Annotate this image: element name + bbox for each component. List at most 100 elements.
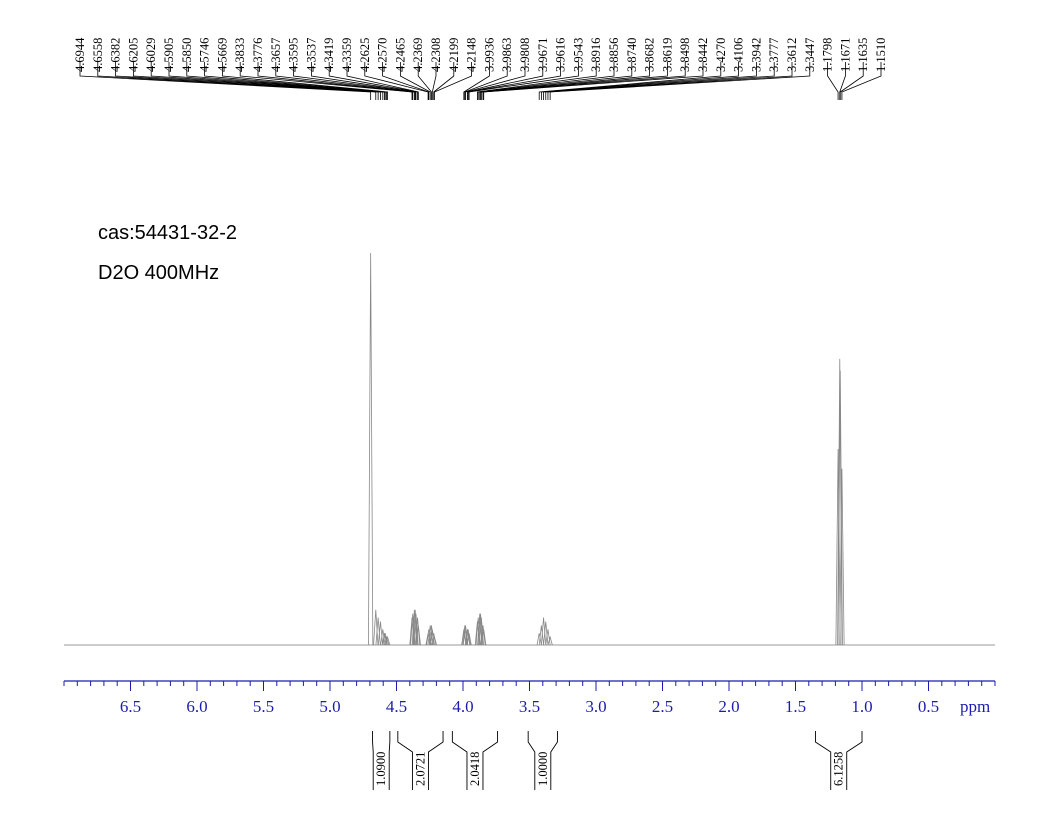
peak — [368, 252, 374, 646]
x-tick-label: 5.0 — [319, 697, 340, 716]
peak-leader — [479, 62, 633, 100]
peak-leader — [275, 62, 415, 100]
peak-label: 3.9936 — [482, 38, 496, 72]
peak-label: 4.2570 — [376, 38, 390, 72]
peak-label: 3.4270 — [714, 38, 728, 72]
peak-label: 4.6205 — [126, 38, 140, 72]
peak-label: 3.8619 — [660, 38, 674, 72]
peak-leader — [222, 62, 389, 100]
peak-leader — [477, 62, 615, 100]
peak-leader — [549, 62, 811, 100]
integral-label: 1.0000 — [536, 752, 550, 786]
peak-leader — [346, 62, 419, 100]
x-tick-label: 3.0 — [585, 697, 606, 716]
peak — [540, 617, 547, 646]
peak-leader — [311, 62, 417, 100]
peak — [415, 625, 421, 646]
peak-leader — [150, 62, 384, 100]
peak-label: 4.2369 — [411, 38, 425, 72]
x-tick-label: 2.5 — [652, 697, 673, 716]
peak-label: 4.6558 — [91, 38, 105, 72]
peak-label: 4.3833 — [233, 38, 247, 72]
peak-leader — [364, 62, 429, 100]
peak-leader — [839, 62, 846, 100]
peak-leader — [477, 62, 597, 100]
peak-leader — [465, 62, 526, 100]
peak-leader — [540, 62, 739, 100]
peak-leader — [468, 62, 579, 100]
x-tick-label: 1.5 — [785, 697, 806, 716]
peak-leader — [547, 62, 793, 100]
peak-label: 4.3537 — [304, 38, 318, 72]
peak-label: 3.9863 — [500, 38, 514, 72]
peak-leader — [400, 62, 431, 100]
peak-leader — [133, 62, 381, 100]
peak-leader — [97, 62, 377, 100]
peak-leader — [257, 62, 414, 100]
peak-label: 1.1510 — [874, 38, 888, 72]
peak-leader — [168, 62, 385, 100]
peak-label: 3.9671 — [536, 38, 550, 72]
peak-label: 3.8442 — [696, 38, 710, 72]
peak-leader — [482, 62, 686, 100]
peak-label: 3.9616 — [554, 38, 568, 72]
annotation: D2O 400MHz — [98, 262, 219, 284]
peak — [464, 629, 470, 646]
peak — [547, 635, 553, 646]
peak-leader — [431, 62, 437, 100]
peak-leader — [417, 62, 432, 100]
peak-label: 4.5905 — [162, 38, 176, 72]
peak — [426, 629, 432, 646]
peak-label: 4.3419 — [322, 38, 336, 72]
x-tick-label: 4.5 — [386, 697, 407, 716]
peak — [477, 613, 483, 646]
peak — [837, 370, 843, 646]
peak-label: 4.3657 — [269, 38, 283, 72]
peak — [383, 635, 390, 646]
integral-bracket — [451, 731, 499, 790]
peak-leader — [480, 62, 650, 100]
peak-leader — [463, 62, 490, 100]
peak — [411, 609, 417, 646]
peak-label: 4.2625 — [358, 38, 372, 72]
peak — [385, 635, 391, 646]
peak-label: 4.3359 — [340, 38, 354, 72]
peak-label: 3.8856 — [607, 38, 621, 72]
x-tick-label: 4.0 — [452, 697, 473, 716]
peak-label: 4.5669 — [215, 38, 229, 72]
peak-leader — [827, 62, 839, 100]
peak-label: 3.3942 — [749, 38, 763, 72]
peak — [431, 635, 438, 646]
peak-leader — [293, 62, 416, 100]
peak-label: 1.1798 — [821, 38, 835, 72]
x-tick-label: 5.5 — [253, 697, 274, 716]
peak-label: 3.8498 — [678, 38, 692, 72]
peak — [481, 629, 487, 646]
peak-leader — [434, 62, 472, 100]
peak-label: 3.9543 — [571, 38, 585, 72]
x-tick-label: 0.5 — [918, 697, 939, 716]
peak-label: 4.5746 — [198, 38, 212, 72]
integral-bracket — [527, 731, 558, 790]
peak-leader — [466, 62, 544, 100]
peak — [427, 625, 433, 646]
peak — [538, 625, 544, 646]
peak-label: 4.6029 — [144, 38, 158, 72]
peak-label: 4.2308 — [429, 38, 443, 72]
x-axis-label: ppm — [960, 697, 990, 716]
peak-label: 4.3595 — [287, 38, 301, 72]
peak-label: 4.2199 — [447, 38, 461, 72]
peak — [536, 633, 542, 646]
peak-label: 3.3612 — [785, 38, 799, 72]
peak-label: 4.6944 — [73, 37, 87, 72]
integral-label: 2.0418 — [468, 752, 482, 786]
annotation: cas:54431-32-2 — [98, 222, 237, 244]
peak-label: 4.2148 — [465, 38, 479, 72]
peak-label: 3.8682 — [643, 38, 657, 72]
peak-leader — [433, 62, 455, 100]
peak-leader — [464, 62, 508, 100]
peak-leader — [841, 62, 882, 100]
peak-leader — [79, 62, 372, 100]
peak — [839, 468, 845, 646]
